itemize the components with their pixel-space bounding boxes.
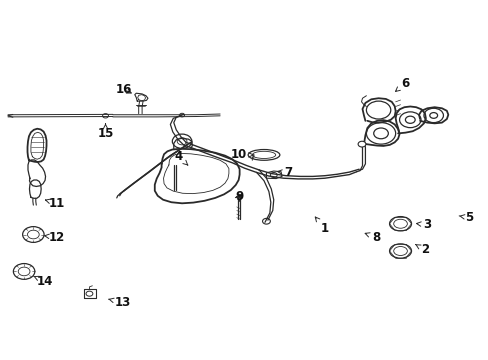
Text: 1: 1 <box>315 217 328 235</box>
Text: 14: 14 <box>34 275 53 288</box>
Circle shape <box>357 141 365 147</box>
Text: 16: 16 <box>116 83 132 96</box>
Text: 2: 2 <box>415 243 428 256</box>
Text: 4: 4 <box>174 150 187 165</box>
Text: 10: 10 <box>230 148 253 161</box>
Text: 8: 8 <box>365 231 380 244</box>
Text: 5: 5 <box>458 211 472 224</box>
Text: 7: 7 <box>277 166 292 179</box>
Text: 13: 13 <box>109 296 130 309</box>
Text: 3: 3 <box>416 218 430 231</box>
Text: 12: 12 <box>44 231 65 244</box>
Text: 6: 6 <box>395 77 408 91</box>
Text: 9: 9 <box>235 190 243 203</box>
Text: 11: 11 <box>45 197 65 210</box>
Text: 15: 15 <box>97 124 114 140</box>
